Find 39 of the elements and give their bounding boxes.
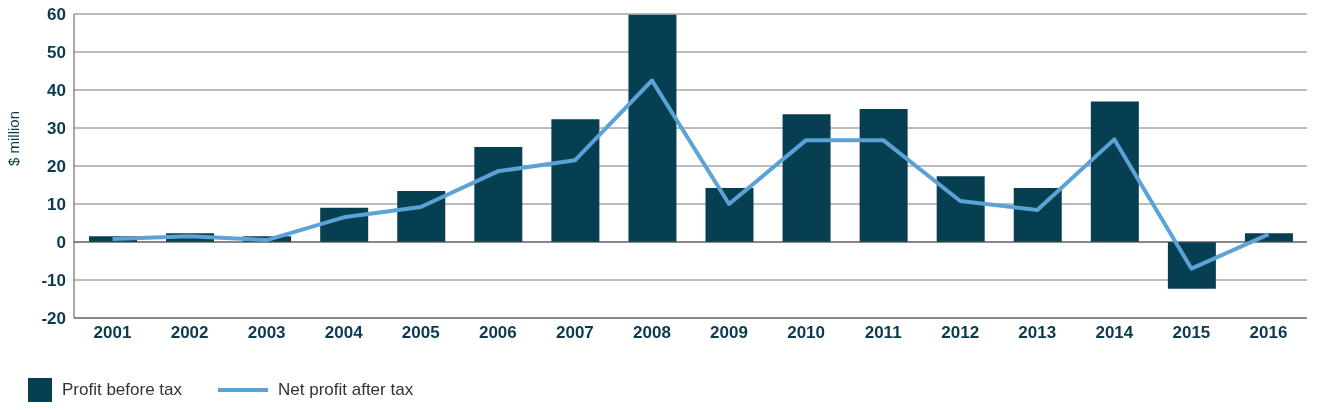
line-series bbox=[110, 78, 1271, 271]
y-axis-title: $ million bbox=[5, 110, 23, 166]
x-tick-label: 2016 bbox=[1249, 323, 1288, 343]
bar bbox=[705, 188, 754, 242]
bar bbox=[1090, 101, 1139, 242]
y-tick-label: -10 bbox=[41, 271, 66, 291]
x-tick-label: 2005 bbox=[401, 323, 440, 343]
y-tick-label: 0 bbox=[56, 233, 66, 253]
x-tick-label: 2004 bbox=[324, 323, 364, 343]
y-tick-label: 40 bbox=[47, 81, 66, 101]
x-tick-label: 2002 bbox=[170, 323, 209, 343]
y-tick-label: 50 bbox=[47, 43, 66, 63]
y-tick-label: 60 bbox=[47, 5, 66, 25]
bar bbox=[474, 147, 523, 242]
x-tick-label: 2011 bbox=[864, 323, 902, 343]
x-tick-label: 2012 bbox=[941, 323, 980, 343]
x-tick-label: 2014 bbox=[1095, 323, 1134, 343]
bar bbox=[936, 176, 985, 242]
legend-label: Profit before tax bbox=[62, 380, 183, 400]
bar bbox=[551, 119, 600, 242]
bar bbox=[859, 109, 908, 242]
legend-label: Net profit after tax bbox=[278, 380, 414, 400]
x-tick-label: 2009 bbox=[710, 323, 748, 343]
y-tick-label: 10 bbox=[47, 195, 66, 215]
bar bbox=[628, 14, 677, 242]
x-tick-label: 2007 bbox=[555, 323, 594, 343]
x-tick-label: 2006 bbox=[478, 323, 517, 343]
bar bbox=[1013, 188, 1062, 242]
y-tick-label: -20 bbox=[41, 309, 66, 329]
x-tick-label: 2001 bbox=[93, 323, 132, 343]
x-tick-label: 2008 bbox=[633, 323, 671, 343]
x-tick-label: 2010 bbox=[787, 323, 826, 343]
y-tick-label: 20 bbox=[47, 157, 66, 177]
x-tick-label: 2015 bbox=[1172, 323, 1211, 343]
x-tick-label: 2003 bbox=[247, 323, 286, 343]
bar bbox=[782, 114, 831, 242]
y-tick-label: 30 bbox=[47, 119, 66, 139]
bar bbox=[397, 191, 446, 242]
x-tick-label: 2013 bbox=[1018, 323, 1057, 343]
